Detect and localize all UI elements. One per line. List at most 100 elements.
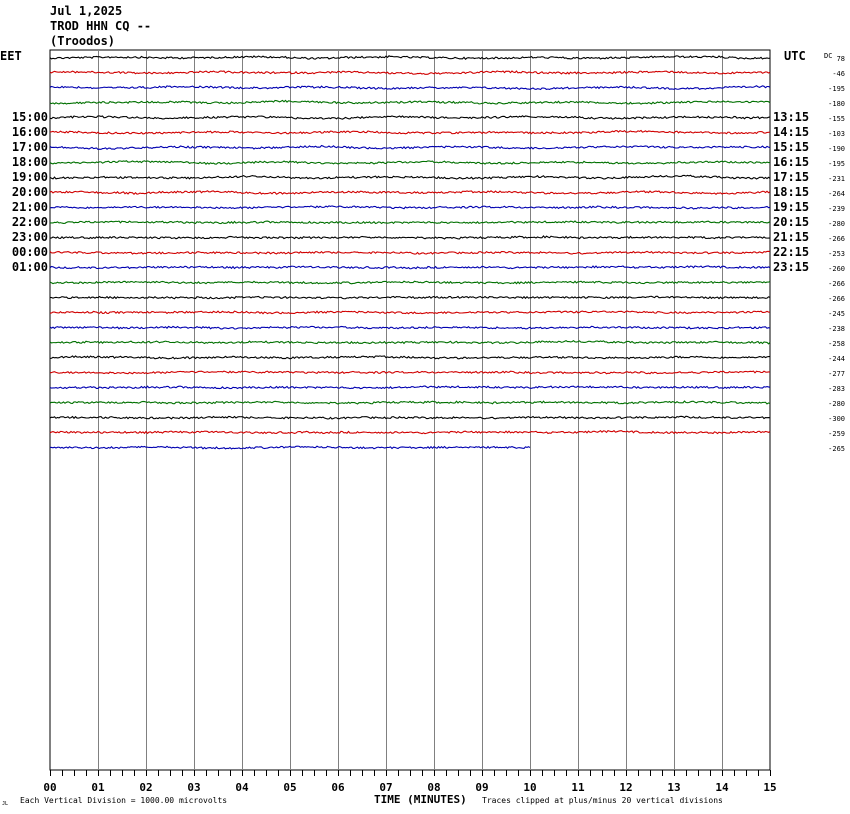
seismic-trace [49, 325, 771, 330]
hour-label-left: 23:00 [12, 230, 48, 244]
x-tick-label: 03 [187, 781, 200, 794]
seismic-trace [49, 85, 771, 91]
seismic-trace [49, 295, 771, 300]
dc-offset-label: -195 [828, 85, 845, 93]
seismic-trace [49, 205, 771, 210]
right-timezone-label: UTC [784, 49, 806, 63]
dc-offset-label: -266 [828, 295, 845, 303]
x-tick-label: 00 [43, 781, 56, 794]
header-date: Jul 1,2025 [50, 4, 123, 18]
seismic-trace [49, 429, 771, 435]
hour-label-right: 22:15 [773, 245, 809, 259]
hour-label-right: 19:15 [773, 200, 809, 214]
seismic-trace [49, 70, 771, 75]
seismic-trace [49, 355, 771, 360]
dc-offset-label: -259 [828, 430, 845, 438]
seismic-trace [49, 174, 771, 180]
hour-label-left: 16:00 [12, 125, 48, 139]
dc-offset-label: -238 [828, 325, 845, 333]
seismic-trace [49, 370, 771, 375]
hour-label-right: 18:15 [773, 185, 809, 199]
dc-offset-label: -231 [828, 175, 845, 183]
dc-offset-label: -244 [828, 355, 845, 363]
seismic-trace [49, 385, 771, 390]
hour-label-right: 23:15 [773, 260, 809, 274]
scale-note: Each Vertical Division = 1000.00 microvo… [20, 796, 228, 805]
dc-offset-label: -155 [828, 115, 845, 123]
seismic-trace [49, 250, 771, 255]
hour-label-left: 19:00 [12, 170, 48, 184]
hour-label-right: 16:15 [773, 155, 809, 169]
plot-frame [49, 49, 771, 771]
hour-label-left: 15:00 [12, 110, 48, 124]
dc-offset-label: -245 [828, 310, 845, 318]
dc-offset-label: -277 [828, 370, 845, 378]
hour-label-right: 15:15 [773, 140, 809, 154]
seismic-trace [49, 340, 771, 345]
left-timezone-label: EET [0, 49, 22, 63]
hour-label-left: 00:00 [12, 245, 48, 259]
dc-offset-label: -103 [828, 130, 845, 138]
seismic-trace [49, 129, 771, 135]
x-tick-label: 04 [235, 781, 249, 794]
x-tick-label: 12 [619, 781, 632, 794]
hour-label-right: 21:15 [773, 230, 809, 244]
seismic-trace [49, 190, 771, 196]
x-tick-label: 05 [283, 781, 296, 794]
seismic-trace [49, 310, 771, 315]
x-tick-label: 10 [523, 781, 536, 794]
hour-label-left: 20:00 [12, 185, 48, 199]
dc-offset-label: -280 [828, 400, 845, 408]
seismic-trace [49, 55, 771, 60]
seismic-trace [49, 144, 771, 150]
dc-offset-label: 78 [837, 55, 845, 63]
x-tick-label: 13 [667, 781, 680, 794]
seismic-trace [49, 265, 771, 270]
dc-offset-label: -260 [828, 265, 845, 273]
dc-offset-label: -280 [828, 220, 845, 228]
dc-offset-label: -46 [832, 70, 845, 78]
dc-offset-label: -253 [828, 250, 845, 258]
hour-label-left: 22:00 [12, 215, 48, 229]
clip-note: Traces clipped at plus/minus 20 vertical… [482, 796, 723, 805]
seismic-trace [49, 415, 771, 420]
x-axis-title: TIME (MINUTES) [374, 793, 467, 806]
dc-offset-label: -190 [828, 145, 845, 153]
hour-label-left: 18:00 [12, 155, 48, 169]
seismic-trace [49, 99, 771, 105]
dc-offset-label: -264 [828, 190, 845, 198]
seismic-trace [49, 400, 771, 405]
dc-offset-label: -283 [828, 385, 845, 393]
logo-glyph: JL [2, 801, 8, 807]
dc-offset-label: -266 [828, 235, 845, 243]
x-tick-label: 15 [763, 781, 776, 794]
x-tick-label: 02 [139, 781, 152, 794]
dc-offset-label: -239 [828, 205, 845, 213]
x-tick-label: 01 [91, 781, 105, 794]
hour-label-right: 13:15 [773, 110, 809, 124]
seismic-trace [49, 160, 770, 165]
dc-offset-label: -300 [828, 415, 845, 423]
hour-label-left: 17:00 [12, 140, 48, 154]
dc-label: DC [824, 52, 832, 60]
x-tick-label: 09 [475, 781, 488, 794]
seismic-trace [49, 220, 771, 225]
x-tick-label: 08 [427, 781, 440, 794]
hour-label-right: 14:15 [773, 125, 809, 139]
hour-label-right: 20:15 [773, 215, 809, 229]
header-location: (Troodos) [50, 34, 116, 48]
header-station: TROD HHN CQ -- [50, 19, 152, 33]
dc-offset-label: -258 [828, 340, 845, 348]
hour-label-left: 21:00 [12, 200, 48, 214]
x-tick-label: 07 [379, 781, 392, 794]
hour-label-right: 17:15 [773, 170, 809, 184]
seismic-trace [49, 280, 771, 285]
seismic-trace [49, 445, 531, 450]
seismic-trace [49, 115, 771, 120]
x-tick-label: 11 [571, 781, 585, 794]
dc-offset-label: -180 [828, 100, 845, 108]
dc-offset-label: -266 [828, 280, 845, 288]
dc-offset-label: -265 [828, 445, 845, 453]
dc-offset-label: -195 [828, 160, 845, 168]
